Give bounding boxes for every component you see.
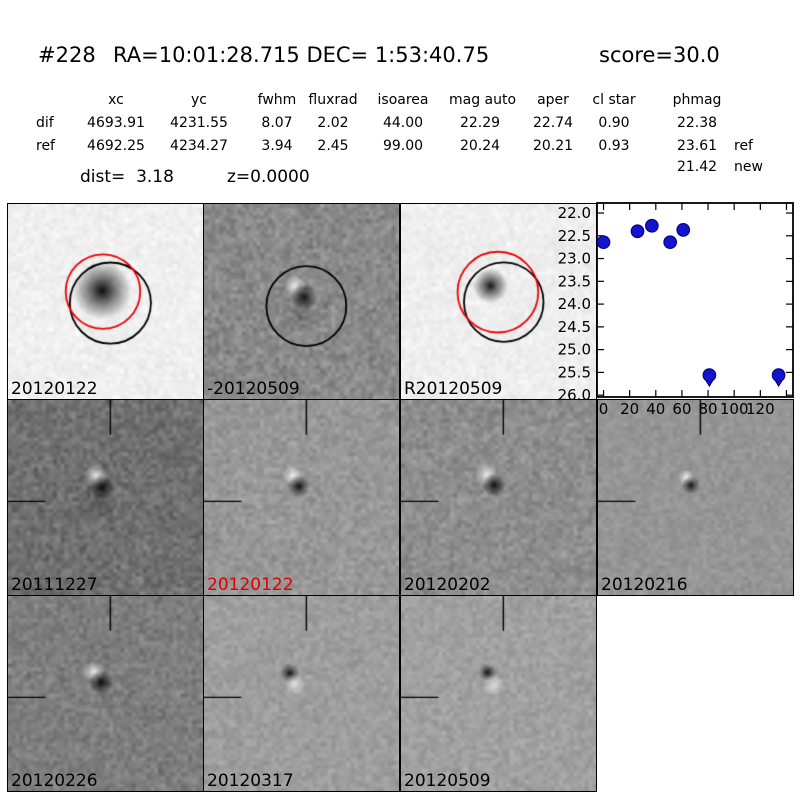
data-point [677,224,690,237]
stats-row0-col1: 4693.91 [86,116,146,130]
cutout-cell-20120226: 20120226 [7,595,204,792]
stats-row1-col6: 20.24 [449,139,511,153]
cutout-cell-20111227: 20111227 [7,399,204,596]
stats-row1-col10: ref [734,139,784,153]
cutout-label: 20120226 [11,773,98,790]
stats-header-col4: fluxrad [305,93,361,107]
stats-row1-col0: ref [36,139,80,153]
cutout-cell-20120317: 20120317 [203,595,400,792]
cutout-image--20120509 [204,204,399,399]
stats-row0-col7: 22.74 [525,116,581,130]
redshift-value: z=0.0000 [227,169,310,186]
stats-row0-col5: 44.00 [375,116,431,130]
stats-row0-col6: 22.29 [449,116,511,130]
limit-arrow [704,377,715,386]
stats-row1-col3: 3.94 [249,139,305,153]
cutout-cell-20120122: 20120122 [7,203,204,400]
stats-header-col1: xc [86,93,146,107]
cutout-image-20120122 [204,400,399,595]
data-point [631,225,644,238]
stats-row1-col8: 0.93 [586,139,642,153]
cutout-label: R20120509 [404,381,502,398]
stats-row1-col2: 4234.27 [169,139,229,153]
cutout-image-20120509 [401,596,596,791]
stats-row1-col1: 4692.25 [86,139,146,153]
stats-row1-col5: 99.00 [375,139,431,153]
stats-header-col3: fwhm [249,93,305,107]
stats-row0-col0: dif [36,116,80,130]
stats-row0-col9: 22.38 [666,116,728,130]
cutout-cell-20120216: 20120216 [597,399,794,596]
candidate-id: #228 [38,44,96,67]
cutout-cell--20120509: -20120509 [203,203,400,400]
stats-row0-col2: 4231.55 [169,116,229,130]
cutout-cell-20120122: 20120122 [203,399,400,596]
stats-header-col6: mag auto [449,93,511,107]
stats-row1-col4: 2.45 [305,139,361,153]
data-point [664,236,677,249]
stats-header-col9: phmag [666,93,728,107]
dist-value: dist= 3.18 [80,169,174,186]
cutout-image-20120216 [598,400,793,595]
stats-header-col5: isoarea [375,93,431,107]
cutout-image-20120122 [8,204,203,399]
cutout-label: 20120509 [404,773,491,790]
limit-arrow [773,377,784,386]
cutout-cell-R20120509: R20120509 [400,203,597,400]
cutout-image-20120202 [401,400,596,595]
stats-header-col7: aper [525,93,581,107]
cutout-label: 20120202 [404,577,491,594]
data-point [646,219,659,232]
cutout-label: 20120317 [207,773,294,790]
cutout-cell-20120202: 20120202 [400,399,597,596]
data-point [597,236,610,249]
plot-frame [597,203,793,397]
stats-row0-col4: 2.02 [305,116,361,130]
cutout-label: 20120122 [207,577,294,594]
cutout-image-20111227 [8,400,203,595]
cutout-label: 20111227 [11,577,98,594]
limit-point [703,369,716,382]
stats-header-col2: yc [169,93,229,107]
stats-header-col8: cl star [586,93,642,107]
stats-row2-col9: 21.42 [666,160,728,174]
coordinates: RA=10:01:28.715 DEC= 1:53:40.75 [113,44,489,67]
stats-row1-col7: 20.21 [525,139,581,153]
stats-row2-col10: new [734,160,784,174]
stats-row0-col3: 8.07 [249,116,305,130]
stats-row0-col8: 0.90 [586,116,642,130]
cutout-image-20120317 [204,596,399,791]
stats-row1-col9: 23.61 [666,139,728,153]
cutout-label: -20120509 [207,381,300,398]
candidate-viewer: #228 RA=10:01:28.715 DEC= 1:53:40.75 sco… [0,0,800,800]
cutout-image-20120226 [8,596,203,791]
cutout-label: 20120122 [11,381,98,398]
score-value: score=30.0 [599,44,720,67]
cutout-label: 20120216 [601,577,688,594]
cutout-cell-20120509: 20120509 [400,595,597,792]
cutout-image-R20120509 [401,204,596,399]
limit-point [772,369,785,382]
